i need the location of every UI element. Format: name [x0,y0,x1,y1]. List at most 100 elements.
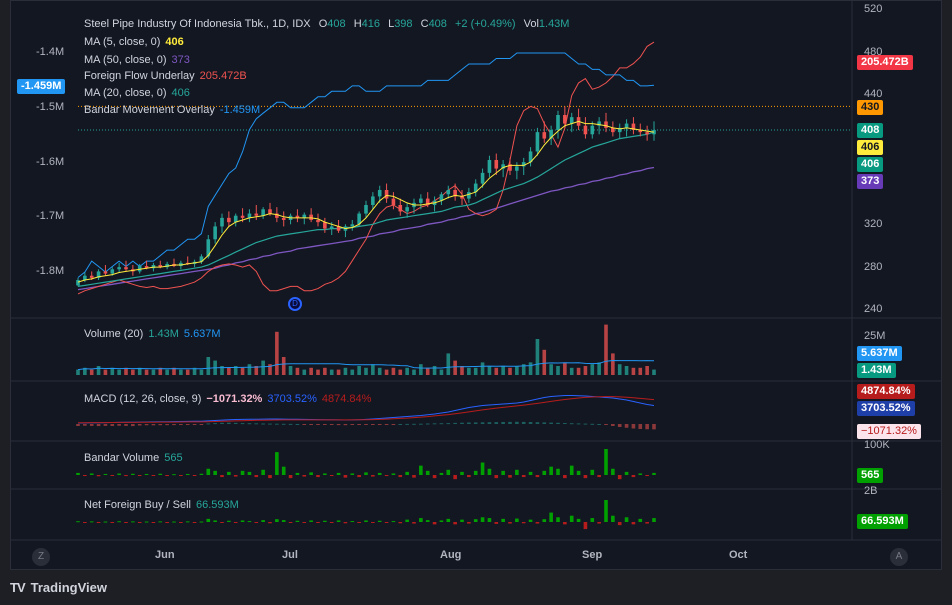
volume-bar [624,366,629,375]
volume-bar [611,353,615,375]
macd-line-value: 3703.52% [267,393,317,405]
legend-bandar-movement[interactable]: Bandar Movement Overlay -1.459M [84,102,265,118]
volume-legend[interactable]: Volume (20) 1.43M 5.637M [84,326,226,342]
bandar-volume-bar [323,473,327,475]
net-foreign-bar [281,520,286,522]
candle-body [268,209,272,214]
candle-body [542,132,547,139]
legend-ma20[interactable]: MA (20, close, 0) 406 [84,85,195,101]
macd-label: MACD (12, 26, close, 9) [84,393,202,405]
bandar-volume-bar [350,473,355,475]
volume-bar [144,369,149,375]
net-foreign-label: Net Foreign Buy / Sell [84,499,191,511]
volume-bar [556,366,560,375]
time-axis-month: Jul [282,549,298,561]
bandar-volume-bar [83,475,87,477]
net-foreign-bar [432,522,437,525]
bandar-volume-bar [247,471,252,475]
legend-foreign-flow[interactable]: Foreign Flow Underlay 205.472B [84,68,252,84]
net-foreign-bar [316,522,320,523]
net-foreign-bar [590,518,595,522]
net-foreign-value: 66.593M [196,499,239,511]
volume-bar [473,367,478,375]
bandar-volume-bar [487,468,492,475]
macd-histogram-bar [563,423,567,424]
bandar-volume-bar [467,475,471,478]
net-foreign-bar [549,512,553,522]
bandar-volume-bar [549,466,553,475]
legend-ma50[interactable]: MA (50, close, 0) 373 [84,52,195,68]
candle-body [179,262,183,267]
net-foreign-bar [446,518,451,522]
bandar-volume-bar [103,473,108,475]
macd-histogram-bar [453,422,457,424]
volume-bar [569,367,574,375]
last-price-tag: 408 [857,123,884,138]
candle-body [309,214,313,220]
macd-histogram-bar [268,423,272,425]
event-marker-icon[interactable]: D [288,297,302,311]
candle-body [110,269,115,274]
bandar-volume-bar [281,466,286,475]
candle-body [569,117,574,124]
bandar-volume-bar [405,471,409,475]
bandar-volume-bar [597,475,601,478]
macd-histogram-bar [179,424,183,426]
net-foreign-bar [583,522,588,530]
net-foreign-bar [350,521,355,523]
ma50-line [77,166,655,291]
candle-body [206,239,211,257]
left-axis-tick: -1.4M [36,46,65,58]
macd-histogram-bar [199,424,204,425]
candle-body [597,121,601,126]
bandar-volume-bar [96,475,101,477]
macd-histogram-bar [151,424,156,426]
candle-body [254,213,259,216]
bandar-volume-bar [336,472,341,475]
macd-histogram-bar [528,422,533,424]
net-foreign-bar [137,522,142,523]
bandar-volume-bar [199,473,204,475]
bandar-volume-bar [233,475,238,477]
time-axis-month: Sep [582,549,603,561]
macd-histogram-bar [446,423,451,425]
macd-histogram-bar [206,423,211,425]
volume-bar [240,367,245,375]
auto-scale-button[interactable]: A [890,548,908,566]
macd-legend[interactable]: MACD (12, 26, close, 9) −1071.32% 3703.52%… [84,391,376,407]
macd-histogram-bar [350,424,355,425]
macd-histogram-bar [316,424,320,425]
macd-histogram-bar [556,422,560,424]
bandar-volume-bar [377,472,382,475]
net-foreign-bar [144,521,149,523]
candle-body [261,209,265,216]
foreign-flow-label: Foreign Flow Underlay [84,70,195,82]
volume-bar [405,367,409,375]
net-foreign-bar [254,522,259,523]
volume-bar [453,360,457,375]
net-foreign-bar [521,522,526,524]
net-foreign-legend[interactable]: Net Foreign Buy / Sell 66.593M [84,497,244,513]
volume-bar [268,364,272,375]
foreign-flow-price-tag: 205.472B [857,55,913,70]
timezone-button[interactable]: Z [32,548,50,566]
volume-bar [590,364,595,375]
bandar-volume-legend[interactable]: Bandar Volume 565 [84,450,188,466]
net-foreign-bar [501,518,505,522]
legend-ma5[interactable]: MA (5, close, 0) 406 [84,34,189,50]
macd-histogram-bar [480,422,485,424]
net-foreign-bar [185,521,190,523]
macd-histogram-bar [487,422,492,424]
bandar-volume-bar [480,462,485,475]
macd-histogram-bar [254,423,259,425]
net-foreign-bar [528,519,533,522]
macd-histogram-bar [247,423,252,425]
candle-body [604,121,608,128]
volume-bar [515,366,519,375]
candle-body [528,151,533,163]
tradingview-logo[interactable]: TV TradingView [10,580,107,595]
bandar-volume-bar [275,452,279,475]
left-axis-tick: -1.5M [36,101,65,113]
candle-body [617,127,622,133]
